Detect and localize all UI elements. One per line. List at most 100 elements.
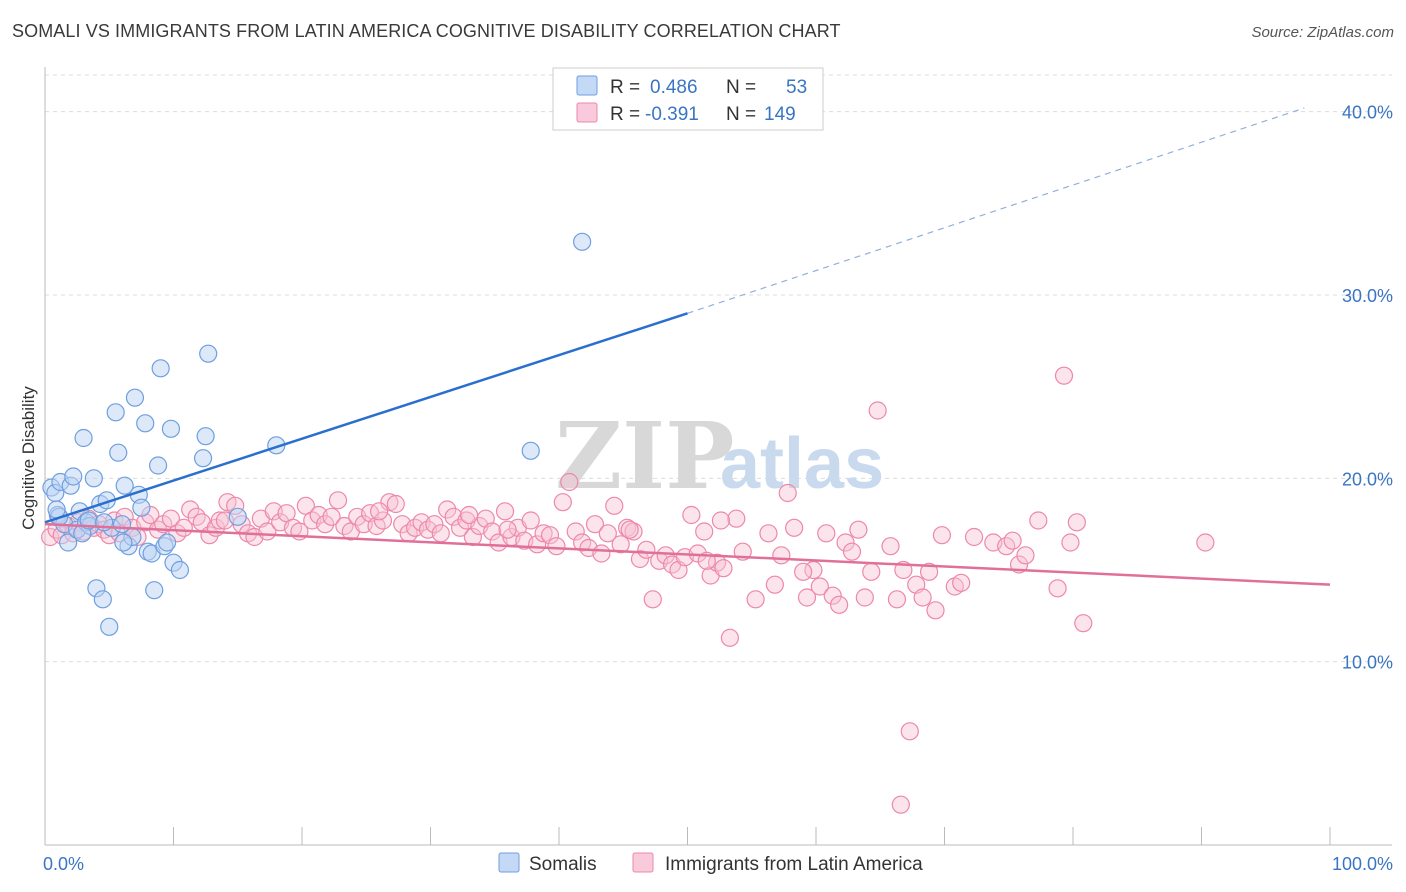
pink-point-121 <box>823 586 842 605</box>
pink-point-81 <box>547 537 566 556</box>
pink-point-54 <box>373 511 393 530</box>
pink-point-84 <box>566 522 585 541</box>
pink-point-126 <box>855 588 874 607</box>
pink-point-157 <box>459 505 479 525</box>
pink-series-points <box>41 366 1215 814</box>
chart-source: Source: ZipAtlas.com <box>1251 24 1394 41</box>
pink-point-104 <box>695 522 714 541</box>
pink-point-77 <box>521 511 540 530</box>
y-tick-label-2: 30.0% <box>1342 286 1393 306</box>
pink-point-62 <box>425 515 444 534</box>
pink-point-129 <box>881 537 900 556</box>
pink-point-114 <box>772 546 791 565</box>
blue-point-26 <box>125 388 145 407</box>
pink-point-147 <box>1048 579 1067 598</box>
pink-point-96 <box>643 590 662 609</box>
blue-point-43 <box>228 507 247 526</box>
blue-point-36 <box>157 533 177 552</box>
pink-point-66 <box>450 518 470 537</box>
pink-point-152 <box>1196 533 1215 552</box>
blue-point-39 <box>170 560 190 580</box>
blue-point-5 <box>59 533 78 552</box>
trend-lines <box>44 107 1331 586</box>
pink-point-139 <box>952 573 971 592</box>
pink-point-73 <box>495 502 515 521</box>
axes <box>44 67 1392 846</box>
blue-point-18 <box>100 617 119 636</box>
pink-point-160 <box>711 511 731 530</box>
pink-point-124 <box>842 542 862 561</box>
pink-point-123 <box>836 533 855 552</box>
pink-point-25 <box>187 507 206 526</box>
pink-point-161 <box>794 562 813 581</box>
pink-point-55 <box>380 493 399 512</box>
legend-swatch-blue <box>576 75 598 96</box>
pink-point-130 <box>887 590 907 609</box>
watermark-atlas: atlas <box>720 424 884 504</box>
pink-point-112 <box>759 524 778 543</box>
pink-point-125 <box>849 520 868 539</box>
pink-point-158 <box>498 520 517 539</box>
blue-point-41 <box>196 427 215 446</box>
pink-point-151 <box>1074 614 1093 633</box>
blue-point-46 <box>573 232 592 251</box>
x-tick-labels: 0.0% 100.0% <box>43 854 1393 874</box>
pink-point-47 <box>328 491 348 510</box>
pink-point-143 <box>1003 531 1022 550</box>
bottom-legend-swatch-latin-america <box>632 852 654 873</box>
watermark: ZIP atlas <box>555 402 884 510</box>
legend-n-value-2: 149 <box>764 104 796 125</box>
pink-point-102 <box>682 505 701 525</box>
y-tick-labels: 10.0% 20.0% 30.0% 40.0% <box>1342 103 1393 673</box>
legend-r-label-2: R = <box>610 104 640 125</box>
pink-point-122 <box>830 595 849 614</box>
watermark-zip: ZIP <box>555 402 734 510</box>
pink-point-134 <box>913 588 932 607</box>
blue-point-40 <box>193 449 213 468</box>
bottom-legend-somalis: Somalis <box>529 854 597 875</box>
legend-swatch-pink <box>576 102 598 123</box>
blue-point-34 <box>151 359 170 378</box>
pink-point-56 <box>386 494 405 514</box>
x-tick-label-0: 0.0% <box>43 854 84 874</box>
y-tick-label-0: 10.0% <box>1342 653 1393 673</box>
pink-point-132 <box>900 722 919 741</box>
pink-point-89 <box>598 524 617 543</box>
pink-point-46 <box>322 507 341 526</box>
pink-point-24 <box>181 500 200 519</box>
blue-point-29 <box>136 414 155 433</box>
pink-point-146 <box>1029 511 1048 530</box>
correlation-legend: R = 0.486 N = 53 R = -0.391 N = 149 <box>552 67 824 131</box>
pink-point-120 <box>817 524 836 543</box>
pink-point-90 <box>605 496 624 515</box>
y-tick-label-1: 20.0% <box>1342 469 1393 489</box>
pink-point-94 <box>630 549 650 569</box>
pink-point-113 <box>765 575 784 594</box>
pink-point-137 <box>932 526 952 545</box>
blue-point-49 <box>114 533 133 552</box>
pink-point-116 <box>785 518 804 537</box>
blue-point-42 <box>199 344 218 363</box>
x-tick-label-1: 100.0% <box>1332 854 1393 874</box>
blue-point-37 <box>161 419 181 438</box>
pink-point-127 <box>862 562 881 581</box>
pink-point-115 <box>778 483 797 503</box>
legend-r-value-1: 0.486 <box>650 77 698 98</box>
series-legend: Somalis Immigrants from Latin America <box>498 852 923 875</box>
pink-point-91 <box>611 535 630 554</box>
pink-point-87 <box>585 515 605 534</box>
legend-r-label-1: R = <box>610 77 640 98</box>
blue-point-33 <box>148 456 168 475</box>
pink-trend-line <box>44 522 1331 586</box>
pink-point-140 <box>964 527 984 547</box>
pink-point-119 <box>810 577 829 596</box>
pink-point-135 <box>919 562 939 581</box>
pink-point-0 <box>41 527 60 547</box>
pink-point-71 <box>483 522 502 541</box>
pink-point-95 <box>637 540 656 559</box>
blue-point-16 <box>93 590 112 609</box>
pink-point-29 <box>210 511 229 530</box>
blue-trend-line <box>44 312 688 524</box>
pink-point-98 <box>656 546 675 565</box>
